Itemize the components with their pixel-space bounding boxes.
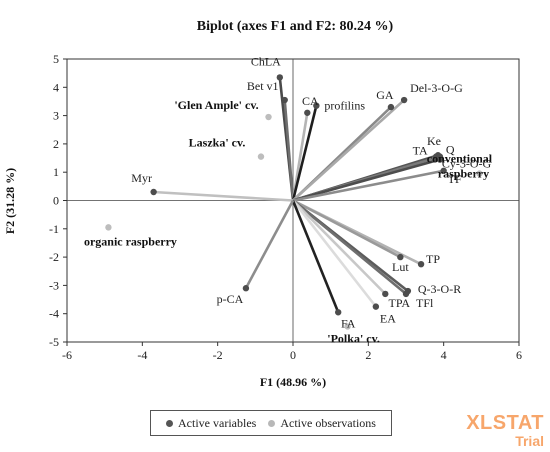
- vector-ea: [291, 199, 377, 308]
- x-tick-label: 0: [290, 348, 296, 362]
- x-tick-label: 4: [441, 348, 447, 362]
- y-tick-label: 4: [53, 80, 59, 94]
- x-tick-label: 2: [365, 348, 371, 362]
- variable-point-bet-v1: [281, 96, 288, 104]
- vector-tfl: [292, 199, 407, 295]
- x-tick-label: 6: [516, 348, 522, 362]
- legend-observations-label: Active observations: [280, 415, 376, 430]
- vector-fa: [291, 200, 340, 313]
- variable-label-del-3-o-g: Del-3-O-G: [410, 81, 463, 95]
- variable-label-chla: ChLA: [251, 54, 281, 68]
- variable-label-cy-3-o-g: Cy-3-O-G: [442, 156, 492, 170]
- plot-area: -6 -4 -2 0 2 4 6 -5 -4 -3 -2 -1 0 1 2 3 4 5 ChLA Bet v1 CA pr…: [49, 52, 522, 362]
- variable-label-ta: TA: [413, 144, 428, 158]
- y-tick-label: 1: [53, 165, 59, 179]
- y-tick-label: 2: [53, 137, 59, 151]
- variable-label-tf: TF: [448, 172, 462, 186]
- variable-label-fa: FA: [341, 316, 356, 330]
- observation-label-conventional-raspberry-1: raspberry: [438, 167, 489, 181]
- variable-label-ca: CA: [302, 94, 319, 108]
- legend-variables-marker: [166, 419, 174, 427]
- variable-label-ga: GA: [376, 88, 394, 102]
- y-tick-label: -3: [49, 278, 59, 292]
- variable-point-tf: [440, 167, 447, 174]
- variable-label-p-ca: p-CA: [217, 292, 244, 306]
- vector-lut: [292, 199, 401, 259]
- observation-label-organic-raspberry: organic raspberry: [84, 234, 177, 248]
- observation-point-laszka-cv: [257, 153, 265, 160]
- variable-point-myr: [150, 188, 157, 196]
- variable-label-myr: Myr: [131, 171, 152, 185]
- legend-item-observations: Active observations: [268, 416, 376, 431]
- variable-label-ke: Ke: [427, 134, 441, 148]
- variable-label-profilins: profilins: [324, 99, 365, 113]
- observation-point-glen-ample-cv: [265, 113, 272, 121]
- vector-cy-3-o-g: [292, 158, 441, 202]
- variable-point-lut: [397, 253, 404, 261]
- variable-point-ga: [387, 103, 395, 111]
- x-tick-label: -6: [62, 348, 72, 362]
- x-axis-label: F1 (48.96 %): [260, 375, 326, 389]
- observation-label-conventional-raspberry-0: conventional: [427, 152, 493, 166]
- y-tick-label: 5: [53, 52, 59, 66]
- variable-point-ca: [304, 109, 311, 116]
- variable-point-profilins: [313, 102, 320, 109]
- variable-label-tpa: TPA: [388, 296, 410, 310]
- y-axis-label: F2 (31.28 %): [3, 168, 17, 234]
- variable-label-lut: Lut: [392, 260, 409, 274]
- variable-label-ea: EA: [380, 312, 396, 326]
- variable-label-tfl: TFl: [416, 296, 434, 310]
- vector-myr: [153, 190, 294, 202]
- vector-p-ca: [244, 199, 295, 289]
- variable-point-ea: [372, 303, 380, 310]
- variable-point-del-3-o-g: [400, 96, 408, 104]
- watermark-sub-text: Trial: [515, 433, 544, 449]
- variable-point-tp: [417, 260, 425, 268]
- vector-tf: [292, 169, 444, 202]
- x-tick-label: -4: [137, 348, 147, 362]
- vector-profilins: [291, 105, 318, 201]
- y-tick-label: -4: [49, 307, 59, 321]
- y-tick-label: -5: [49, 335, 59, 349]
- y-tick-label: -1: [49, 222, 59, 236]
- observation-point-polka-cv: [344, 323, 351, 330]
- legend-variables-label: Active variables: [178, 415, 257, 430]
- vector-del-3-o-g: [292, 99, 405, 202]
- chart-title: Biplot (axes F1 and F2: 80.24 %): [197, 19, 394, 34]
- legend-observations-marker: [268, 419, 276, 427]
- observation-label-polka-cv: 'Polka' cv.: [327, 331, 380, 345]
- variable-label-q-3-o-r: Q-3-O-R: [418, 282, 461, 296]
- vector-bet-v1: [283, 99, 295, 201]
- variable-point-cy-3-o-g: [436, 156, 444, 163]
- y-tick-label: 0: [53, 194, 59, 208]
- legend-item-variables: Active variables: [166, 416, 256, 431]
- y-tick-label: -2: [49, 250, 59, 264]
- legend: Active variables Active observations: [150, 410, 392, 436]
- observation-label-glen-ample-cv: 'Glen Ample' cv.: [174, 98, 258, 112]
- variable-point-p-ca: [242, 285, 250, 292]
- xlstat-watermark: XLSTAT Trial: [466, 413, 544, 448]
- observation-point-organic-raspberry: [105, 224, 112, 231]
- variable-label-tp: TP: [426, 252, 440, 266]
- observation-point-conventional-raspberry: [476, 170, 483, 177]
- variable-point-tpa: [382, 290, 389, 298]
- vector-tpa: [292, 199, 387, 295]
- variable-label-q: Q: [446, 143, 455, 157]
- variable-point-tfl: [402, 290, 410, 298]
- variable-label-bet-v1: Bet v1: [247, 79, 279, 93]
- x-tick-label: -2: [213, 348, 223, 362]
- variable-point-fa: [335, 309, 342, 316]
- variable-point-chla: [276, 74, 284, 81]
- watermark-main-text: XLSTAT: [466, 412, 544, 434]
- observation-label-laszka-cv: Laszka' cv.: [189, 136, 246, 150]
- y-tick-label: 3: [53, 109, 59, 123]
